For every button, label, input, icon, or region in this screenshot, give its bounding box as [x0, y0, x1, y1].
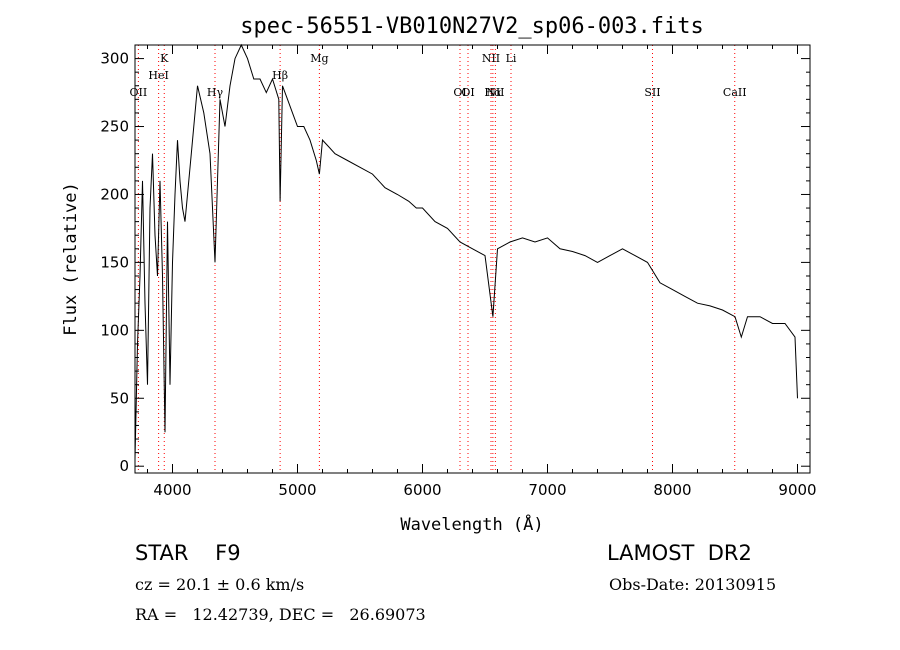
line-label-5: Mg — [310, 52, 328, 65]
survey-name: LAMOST DR2 — [607, 541, 752, 565]
x-axis: 4000 5000 6000 7000 8000 9000 — [147, 45, 817, 499]
line-label-11: Li — [506, 52, 517, 65]
x-tick-label-1: 5000 — [278, 481, 316, 499]
line-label-9: NII — [486, 86, 504, 99]
line-label-7: OI — [461, 86, 474, 99]
y-axis-label: Flux (relative) — [61, 182, 81, 336]
object-class: STAR F9 — [135, 541, 241, 565]
plot-frame — [134, 44, 811, 474]
x-axis-label: Wavelength (Å) — [400, 513, 543, 535]
y-tick-label-1: 50 — [110, 389, 129, 407]
y-tick-label-4: 200 — [100, 185, 129, 203]
line-label-4: Hβ — [272, 69, 288, 82]
line-label-3: Hγ — [207, 86, 224, 99]
line-label-10: Hα — [484, 86, 502, 99]
y-tick-label-2: 100 — [100, 321, 129, 339]
line-label-8: NII — [482, 52, 500, 65]
x-tick-label-5: 9000 — [778, 481, 816, 499]
x-tick-label-0: 4000 — [153, 481, 191, 499]
spectrum-line — [134, 43, 798, 460]
x-tick-label-4: 8000 — [653, 481, 691, 499]
redshift-cz: cz = 20.1 ± 0.6 km/s — [135, 575, 305, 594]
obs-date: Obs-Date: 20130915 — [609, 575, 777, 594]
x-tick-label-3: 7000 — [528, 481, 566, 499]
y-tick-label-5: 250 — [100, 118, 129, 136]
chart-title: spec-56551-VB010N27V2_sp06-003.fits — [240, 14, 704, 39]
line-label-1: K — [160, 52, 169, 65]
x-tick-label-2: 6000 — [403, 481, 441, 499]
line-label-6: OI — [453, 86, 466, 99]
line-label-13: CaII — [723, 86, 747, 99]
line-label-12: SII — [644, 86, 660, 99]
coordinates: RA = 12.42739, DEC = 26.69073 — [135, 605, 426, 624]
line-label-2: HeI — [148, 69, 168, 82]
y-tick-label-3: 150 — [100, 253, 129, 271]
y-tick-label-6: 300 — [100, 50, 129, 68]
line-label-0: OII — [130, 86, 148, 99]
y-axis: 0 50 100 150 200 250 300 — [100, 50, 810, 475]
y-tick-label-0: 0 — [119, 457, 129, 475]
emission-line-markers — [137, 45, 736, 473]
